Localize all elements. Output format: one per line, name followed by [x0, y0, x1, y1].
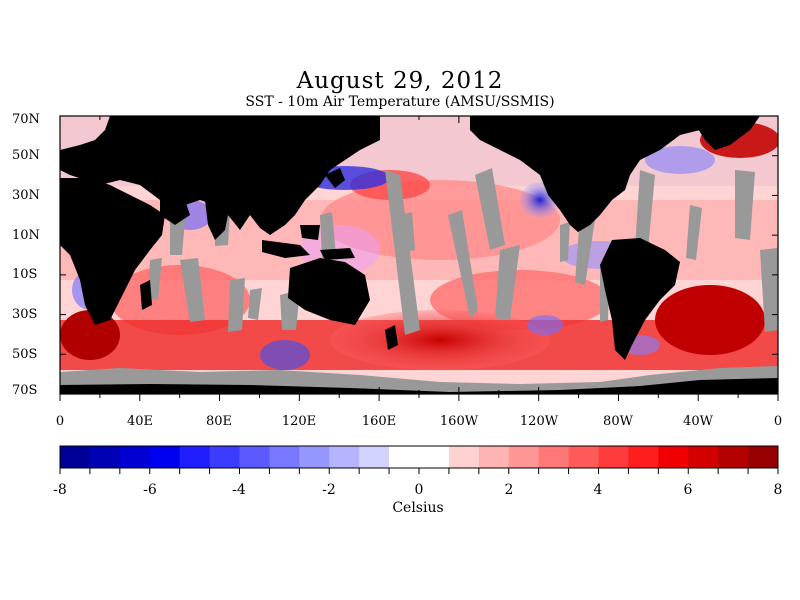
lon-label-40e: 40E — [126, 414, 154, 429]
land-masses — [60, 116, 778, 394]
colorbar-tick-label: 8 — [773, 482, 783, 498]
australia — [288, 258, 370, 325]
colorbar-units: Celsius — [392, 500, 444, 516]
colorbar-swatch — [419, 446, 450, 468]
labrador-cool — [645, 146, 715, 174]
colorbar-swatch — [538, 446, 570, 468]
colorbar-swatch — [119, 446, 151, 468]
colorbar-swatch — [239, 446, 270, 468]
lon-label-0-east: 0 — [773, 414, 783, 429]
colorbar-swatch — [269, 446, 300, 468]
south-america — [600, 238, 680, 360]
colorbar-swatch — [89, 446, 121, 468]
colorbar-tick-label: 6 — [683, 482, 693, 498]
lat-label-30n: 30N — [12, 188, 40, 203]
lon-label-80e: 80E — [205, 414, 233, 429]
lat-label-10n: 10N — [12, 228, 40, 243]
borneo — [300, 225, 320, 240]
colorbar-swatch — [568, 446, 599, 468]
madagascar — [140, 280, 152, 310]
colorbar-swatch — [718, 446, 749, 468]
new-zealand — [385, 325, 398, 350]
lon-label-80w: 80W — [603, 414, 633, 429]
colorbar-tick-label: -4 — [232, 482, 246, 498]
lat-label-50n: 50N — [12, 148, 40, 163]
colorbar-swatch — [598, 446, 629, 468]
colorbar-swatch — [149, 446, 181, 468]
colorbar-swatch — [359, 446, 390, 468]
colorbar-swatch — [628, 446, 659, 468]
lon-label-160w: 160W — [439, 414, 479, 429]
lat-label-70s: 70S — [12, 383, 38, 398]
colorbar-swatch — [448, 446, 480, 468]
indonesia — [262, 240, 310, 258]
new-guinea — [320, 248, 355, 260]
south-atlantic-hot — [655, 285, 765, 355]
colorbar-swatch — [748, 446, 779, 468]
colorbar-tick-label: 4 — [593, 482, 603, 498]
colorbar-tick-label: 0 — [414, 482, 424, 498]
colorbar-swatch — [478, 446, 510, 468]
lon-label-160e: 160E — [361, 414, 397, 429]
greenland — [690, 116, 760, 150]
lat-label-70n: 70N — [12, 112, 40, 127]
colorbar-swatch — [299, 446, 330, 468]
africa — [60, 178, 165, 325]
south-indian-cool — [260, 340, 310, 370]
lat-label-30s: 30S — [12, 307, 38, 322]
antarctica — [60, 378, 778, 394]
colorbar-swatch — [329, 446, 360, 468]
map-title: August 29, 2012 — [296, 68, 504, 94]
colorbar-swatch — [389, 446, 420, 468]
colorbar-swatch — [658, 446, 689, 468]
eurasia — [60, 116, 380, 235]
colorbar-swatch — [209, 446, 240, 468]
southern-pacific-hot — [330, 310, 550, 370]
japan — [325, 168, 345, 188]
colorbar-tick-label: -2 — [322, 482, 336, 498]
lon-label-40w: 40W — [683, 414, 713, 429]
arabia — [160, 195, 190, 225]
colorbar — [59, 445, 779, 474]
map-field — [60, 116, 778, 394]
lat-label-50s: 50S — [12, 347, 38, 362]
south-pacific-cool — [527, 315, 563, 335]
latitude-ticks — [60, 115, 778, 395]
lon-label-120e: 120E — [281, 414, 317, 429]
map-subtitle: SST - 10m Air Temperature (AMSU/SSMIS) — [245, 94, 555, 110]
colorbar-swatch — [60, 446, 91, 468]
colorbar-tick-label: -8 — [53, 482, 67, 498]
lon-label-0: 0 — [55, 414, 65, 429]
lat-label-10s: 10S — [12, 267, 38, 282]
agulhas-hot — [60, 310, 120, 360]
colorbar-tick-label: -6 — [143, 482, 157, 498]
colorbar-swatch — [508, 446, 540, 468]
india — [205, 200, 230, 240]
colorbar-swatch — [688, 446, 719, 468]
colorbar-tick-label: 2 — [504, 482, 514, 498]
longitude-ticks — [59, 116, 779, 401]
lon-label-120w: 120W — [519, 414, 559, 429]
north-america — [470, 116, 700, 232]
colorbar-swatch — [179, 446, 211, 468]
